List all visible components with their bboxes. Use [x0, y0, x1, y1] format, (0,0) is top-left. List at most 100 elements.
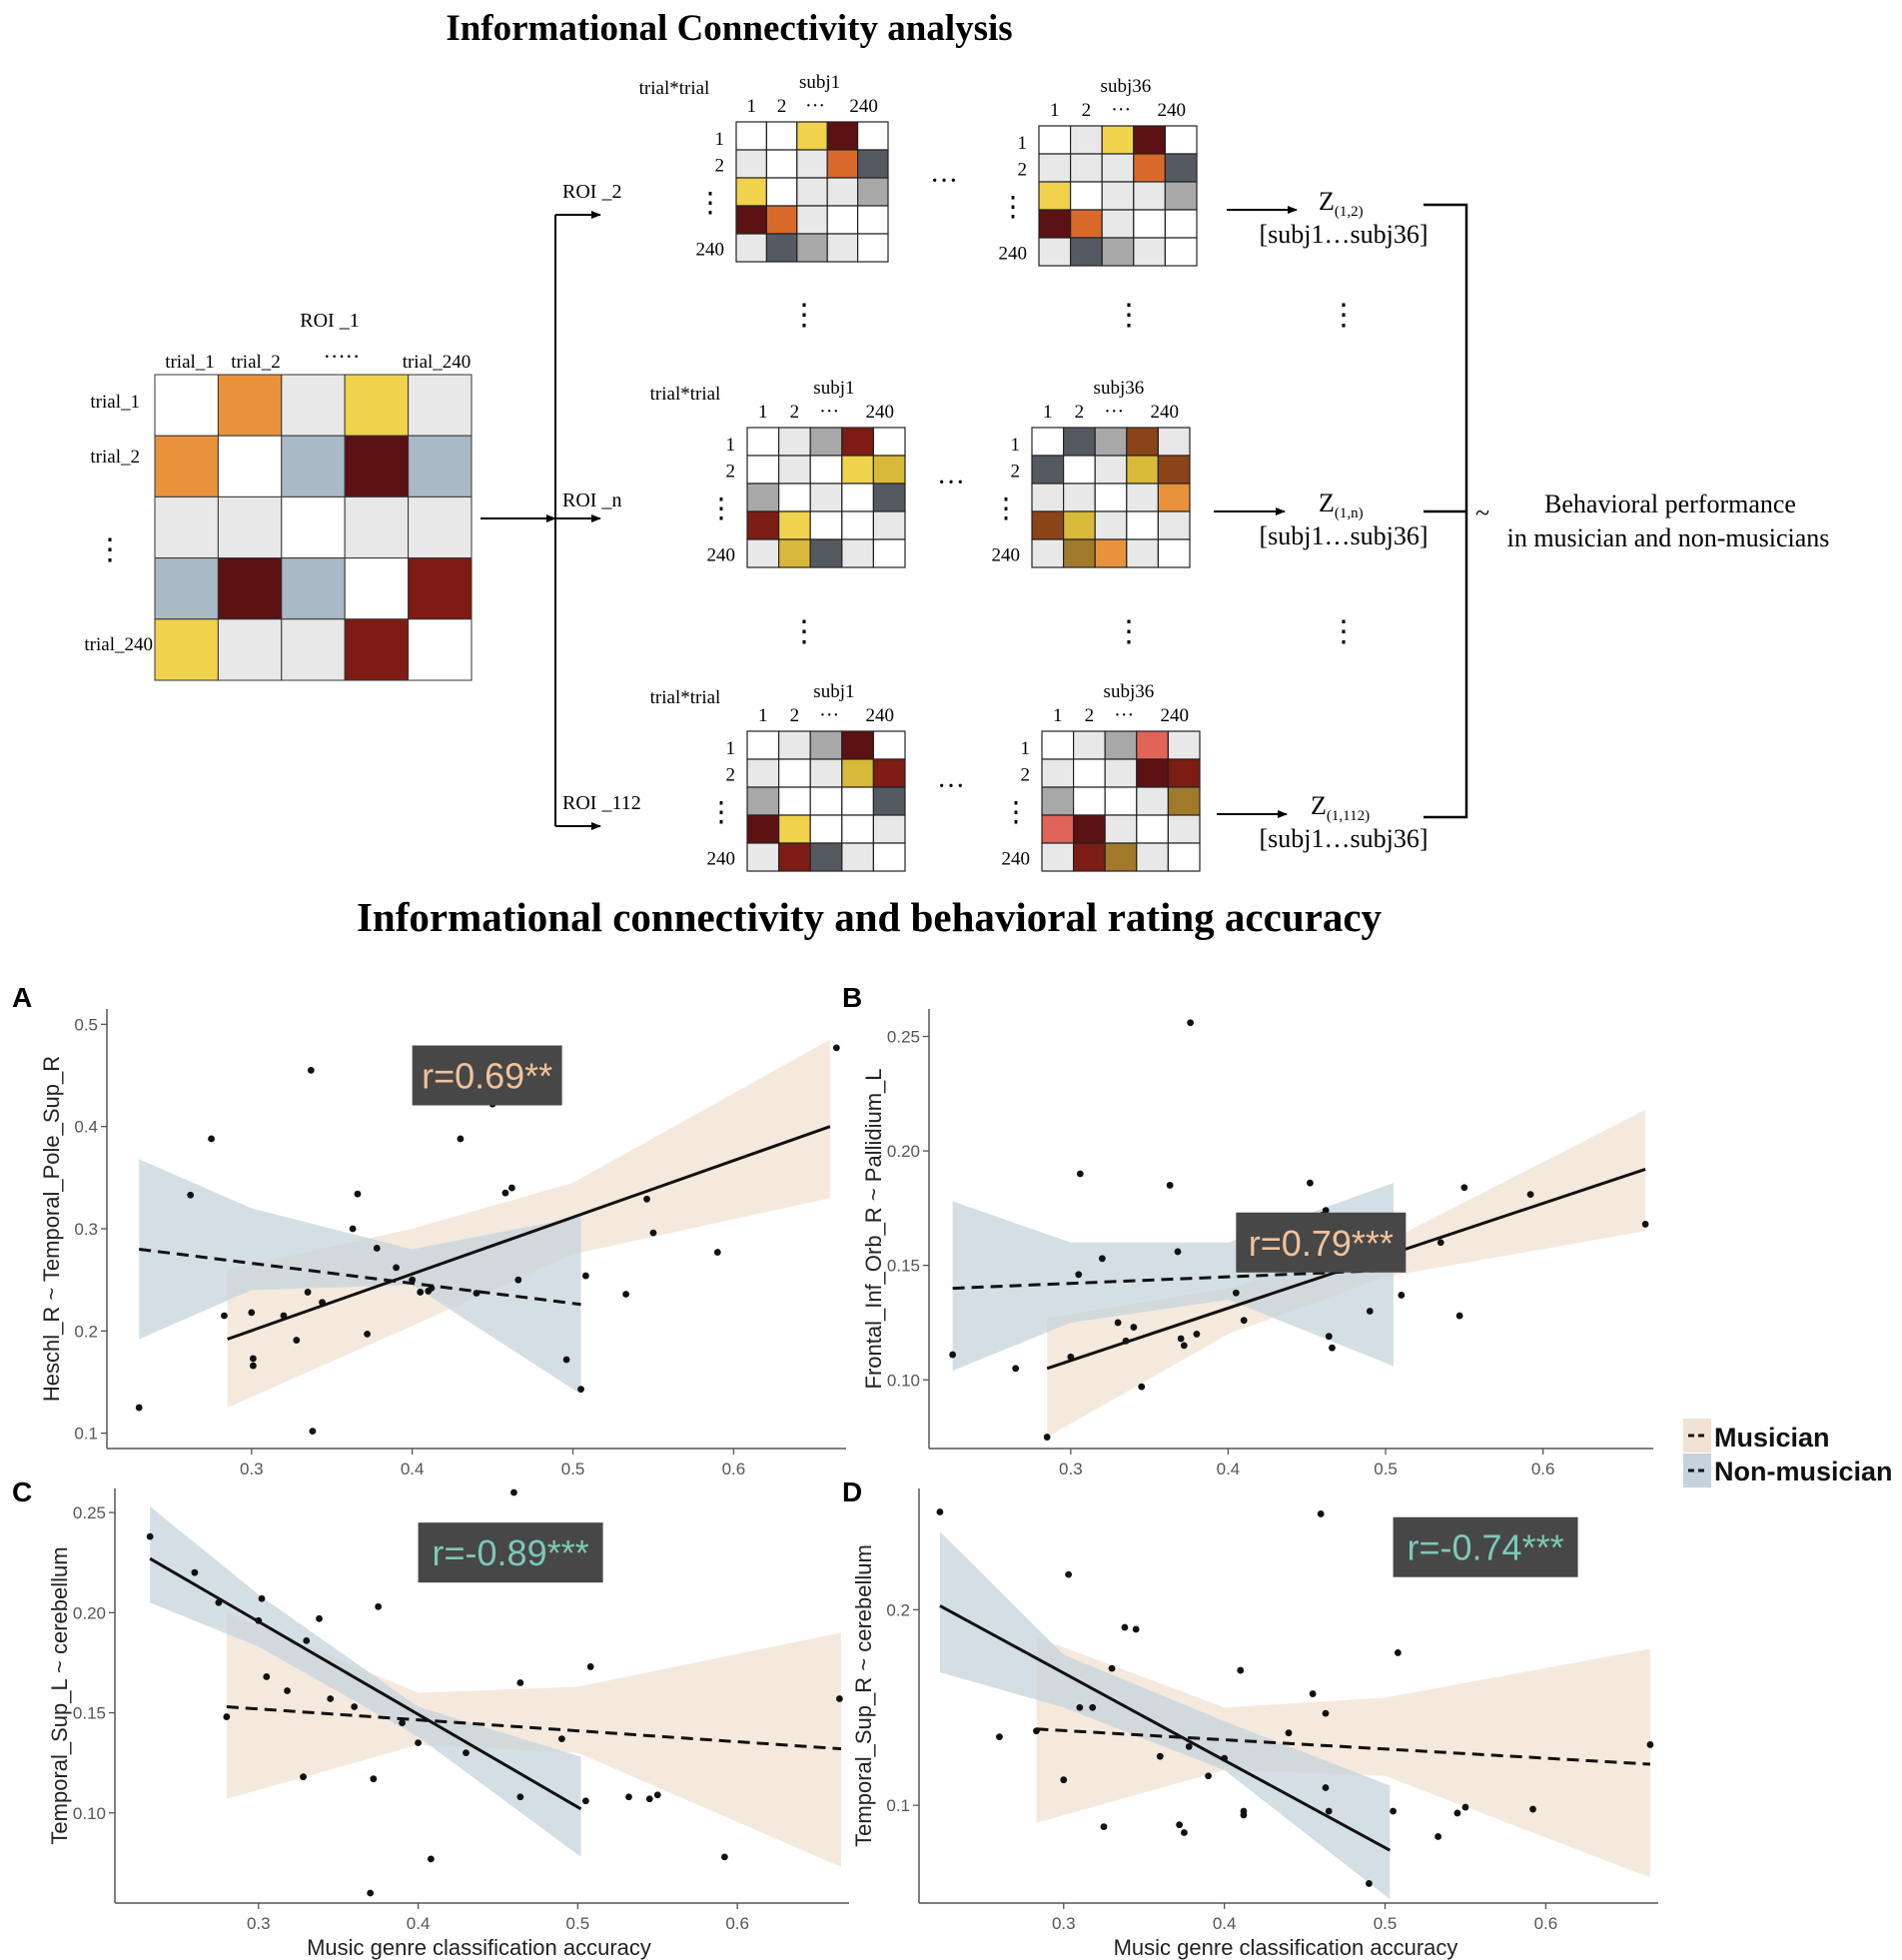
matrix-cell: [1101, 181, 1135, 211]
matrix-cell: [1038, 181, 1072, 211]
matrix-row-tick: 1: [1018, 133, 1028, 154]
matrix-col-tick: 240: [865, 705, 894, 726]
roi-branch-label: ROI _112: [562, 792, 641, 814]
matrix-col-tick: 1: [1043, 402, 1053, 423]
data-point: [1065, 1570, 1073, 1578]
matrix-cell: [1126, 427, 1160, 457]
matrix-cell: [1094, 483, 1128, 512]
matrix-cell: [1031, 427, 1065, 457]
matrix-cell: [1157, 538, 1191, 568]
data-point: [1455, 1312, 1463, 1320]
matrix-cell: [872, 730, 906, 760]
data-point: [1221, 1754, 1229, 1762]
z-subject-range: [subj1…subj36]: [1260, 824, 1428, 853]
data-point: [1325, 1333, 1333, 1341]
data-point: [427, 1855, 435, 1863]
data-point: [1322, 1207, 1330, 1215]
data-point: [1060, 1776, 1068, 1784]
y-axis-label: Temporal_Sup_R ~ cerebellum: [851, 1544, 876, 1847]
x-tick-label: 0.3: [240, 1460, 264, 1478]
matrix-cell: [841, 814, 874, 844]
matrix-cell: [1157, 427, 1191, 457]
matrix-cell: [1136, 814, 1170, 844]
data-point: [354, 1190, 362, 1198]
matrix-cell: [826, 233, 859, 263]
matrix-cell: [1062, 538, 1096, 568]
data-point: [1075, 1271, 1083, 1279]
matrix-cell: [777, 842, 811, 872]
data-point: [1322, 1709, 1330, 1717]
data-point: [316, 1614, 323, 1622]
matrix-col-tick: 2: [790, 705, 800, 726]
data-point: [191, 1568, 199, 1576]
matrix-col-tick: 2: [1082, 100, 1092, 121]
matrix-cell: [1069, 181, 1103, 211]
data-point: [327, 1695, 335, 1702]
matrix-cell: [1157, 455, 1191, 485]
data-point: [428, 1284, 436, 1292]
matrix-cell: [777, 455, 811, 485]
y-tick-label: 0.10: [73, 1804, 106, 1823]
data-point: [1098, 1255, 1106, 1263]
correlation-annotation: r=0.69**: [422, 1056, 552, 1097]
legend-label-nonmusician: Non-musician: [1714, 1457, 1893, 1486]
z-subscript: (1,n): [1335, 505, 1364, 521]
roi1-col-label: trial_240: [403, 352, 472, 373]
data-point: [1176, 1821, 1184, 1829]
matrix-cell: [746, 786, 780, 816]
matrix-cell: [765, 177, 798, 207]
matrix-cell: [777, 786, 811, 816]
data-point: [370, 1775, 378, 1783]
matrix-cell: [1069, 209, 1103, 239]
matrix-cell: [344, 374, 410, 437]
matrix-cell: [1136, 786, 1170, 816]
matrix-cell: [1038, 209, 1072, 239]
matrix-cell: [841, 786, 874, 816]
matrix-cell: [856, 177, 889, 207]
legend-swatch-nonmusician: [1683, 1454, 1711, 1487]
matrix-cell: [1041, 786, 1075, 816]
data-point: [415, 1739, 422, 1747]
matrix-row-tick: 2: [1018, 159, 1028, 180]
matrix-cell: [1094, 510, 1128, 540]
data-point: [364, 1330, 372, 1338]
data-point: [349, 1225, 357, 1233]
scatter-panel-C: 0.3 0.4 0.5 0.6 0.10 0.15 0.20 0.25 Temporal_Sup…: [47, 1488, 849, 1960]
data-point: [832, 1044, 840, 1052]
matrix-cell: [217, 435, 283, 497]
y-tick-label: 0.20: [887, 1142, 920, 1161]
matrix-cell: [777, 510, 811, 540]
nonmusician-ci-band: [139, 1159, 581, 1395]
x-tick-label: 0.5: [561, 1460, 585, 1478]
data-point: [1329, 1344, 1336, 1352]
matrix-cell: [217, 618, 283, 681]
matrix-col-tick: 240: [865, 402, 894, 423]
matrix-row-tick: 1: [726, 738, 736, 759]
data-point: [1307, 1179, 1314, 1187]
x-tick-label: 0.4: [1217, 1460, 1241, 1478]
matrix-cell: [872, 758, 906, 788]
matrix-cell: [841, 730, 874, 760]
subject-label: subj1: [799, 72, 840, 93]
matrix-cell: [796, 177, 828, 207]
legend: Musician Non-musician: [1683, 1419, 1893, 1487]
matrix-cell: [1133, 125, 1167, 155]
matrix-col-tick: 2: [790, 402, 800, 423]
matrix-cell: [344, 495, 410, 559]
matrix-cell: [809, 758, 843, 788]
data-point: [373, 1245, 381, 1252]
nonmusician-ci-band: [150, 1506, 581, 1857]
roi-branch-label: ROI _2: [562, 181, 621, 203]
matrix-cell: [1069, 125, 1103, 155]
matrix-cell: [1041, 730, 1075, 760]
matrix-cell: [856, 121, 889, 151]
legend-label-musician: Musician: [1714, 1423, 1830, 1453]
scatter-panel-A: 0.3 0.4 0.5 0.6 0.1 0.2 0.3 0.4 0.5 Heschl_R ~ Te…: [39, 1009, 846, 1478]
matrix-cell: [1072, 758, 1106, 788]
data-point: [1232, 1289, 1240, 1297]
matrix-cell: [1038, 237, 1072, 267]
horizontal-ellipsis: ···: [937, 468, 965, 498]
matrix-cell: [154, 495, 219, 559]
y-tick-label: 0.1: [74, 1425, 98, 1444]
matrix-cell: [1164, 125, 1198, 155]
